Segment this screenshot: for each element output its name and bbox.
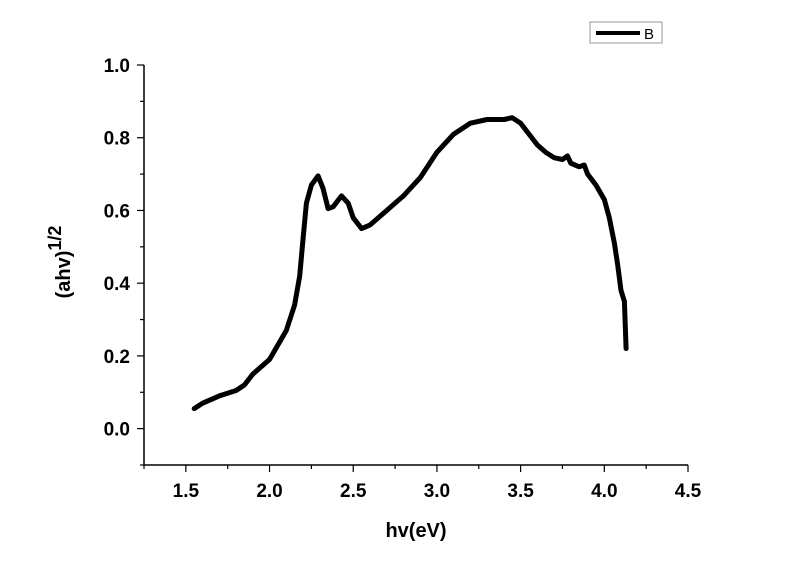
y-axis-label-sup: 1/2 bbox=[45, 226, 65, 251]
ticks: 1.5 2.0 2.5 3.0 3.5 4.0 4.5 0.0 0.2 0.4 0.6 0.8 1.0 bbox=[104, 56, 702, 502]
y-tick-label: 0.6 bbox=[104, 201, 130, 222]
y-tick-label: 0.4 bbox=[104, 274, 131, 295]
y-axis-label-base: (ahv) bbox=[53, 251, 75, 299]
x-tick-label: 2.0 bbox=[256, 481, 282, 502]
series-line-B bbox=[191, 115, 629, 412]
y-tick-label: 0.2 bbox=[104, 347, 130, 368]
y-axis-label: (ahv)1/2 bbox=[45, 226, 75, 299]
plot-area bbox=[191, 115, 629, 412]
y-tick-label: 0.8 bbox=[104, 129, 130, 150]
x-tick-label: 4.5 bbox=[675, 481, 702, 502]
axes bbox=[143, 65, 688, 466]
legend-label: B bbox=[644, 26, 654, 43]
x-tick-label: 3.0 bbox=[424, 481, 450, 502]
y-tick-label: 1.0 bbox=[104, 56, 130, 77]
legend: B bbox=[589, 21, 663, 44]
y-tick-label: 0.0 bbox=[104, 420, 130, 441]
x-axis-label: hv(eV) bbox=[385, 520, 446, 542]
x-tick-label: 1.5 bbox=[173, 481, 200, 502]
x-tick-label: 2.5 bbox=[340, 481, 367, 502]
x-tick-label: 4.0 bbox=[591, 481, 617, 502]
x-tick-label: 3.5 bbox=[507, 481, 534, 502]
